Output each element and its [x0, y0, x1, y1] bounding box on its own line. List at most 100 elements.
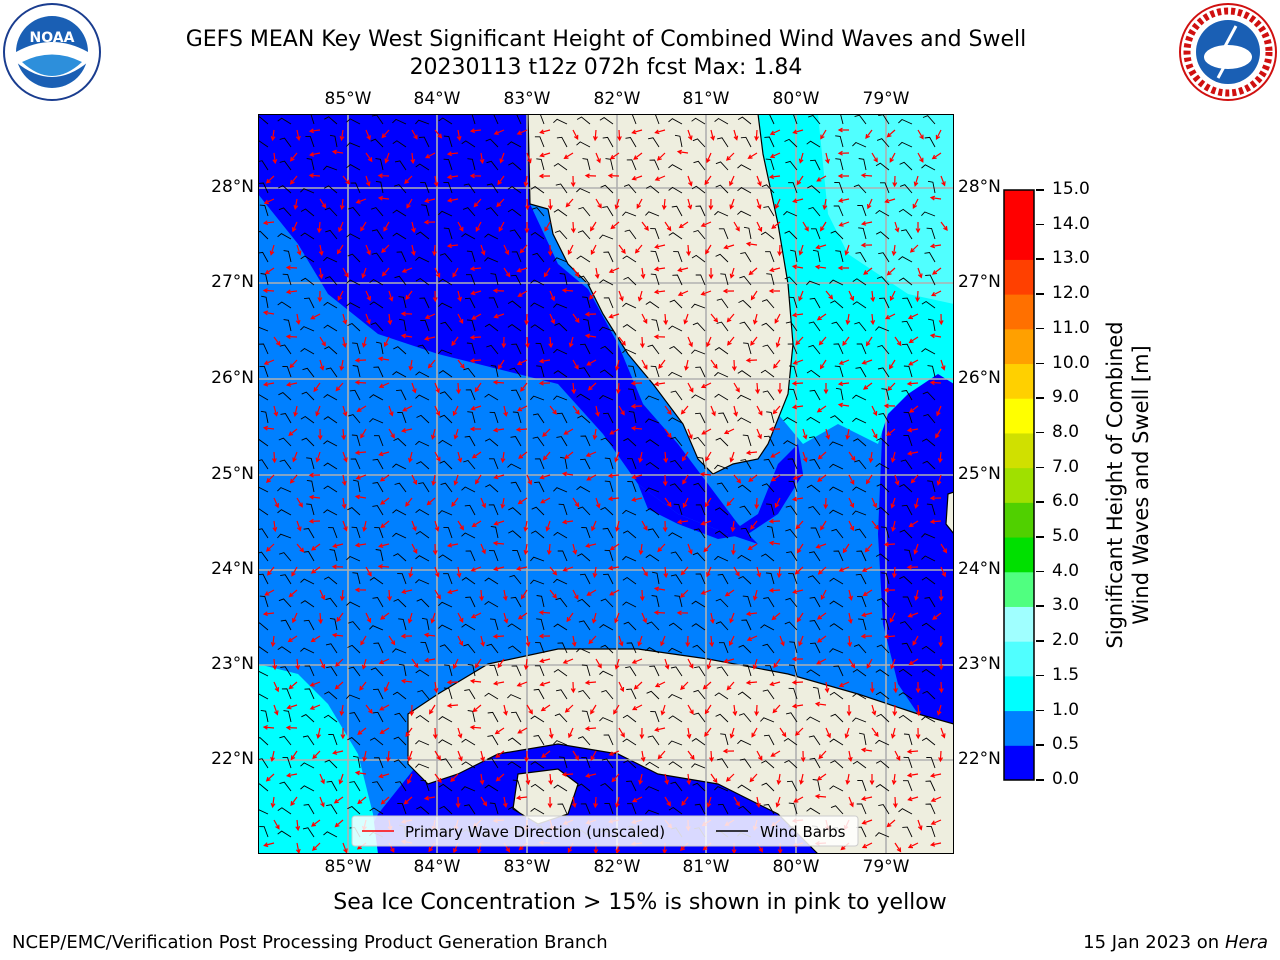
wave-direction-arrow: [681, 796, 689, 806]
wind-barb: [530, 186, 545, 194]
wave-direction-arrow: [630, 425, 643, 431]
wave-direction-arrow: [847, 750, 853, 763]
wind-barb: [300, 208, 315, 217]
wind-barb: [484, 233, 499, 240]
wind-barb: [716, 482, 729, 493]
wave-direction-arrow: [871, 497, 877, 509]
wind-barb: [785, 597, 798, 608]
wind-barb: [415, 669, 430, 677]
wind-barb: [583, 318, 591, 332]
wave-direction-arrow: [475, 221, 482, 233]
wave-direction-arrow: [319, 198, 327, 209]
wind-barb: [415, 714, 430, 723]
wind-barb: [716, 666, 729, 677]
wind-barb: [536, 595, 545, 608]
wave-direction-arrow: [571, 635, 577, 648]
wave-direction-arrow: [868, 451, 874, 464]
wave-direction-arrow: [777, 382, 783, 395]
wave-direction-arrow: [653, 289, 666, 295]
wind-barb: [784, 759, 798, 769]
wave-direction-arrow: [871, 520, 879, 530]
wind-barb: [258, 116, 269, 125]
wind-barb: [259, 595, 269, 608]
wave-direction-arrow: [706, 796, 712, 808]
wind-barb: [668, 164, 683, 171]
wave-direction-arrow: [525, 635, 531, 648]
wind-barb: [507, 761, 522, 769]
wave-direction-arrow: [661, 198, 667, 211]
wave-direction-arrow: [309, 704, 321, 710]
wave-direction-arrow: [293, 198, 299, 211]
wind-barb: [645, 211, 660, 217]
wind-barb: [603, 734, 614, 746]
wave-direction-arrow: [710, 359, 718, 369]
wave-direction-arrow: [883, 541, 896, 547]
wind-barb: [392, 371, 407, 378]
wave-direction-arrow: [543, 267, 551, 278]
wave-direction-arrow: [570, 175, 576, 188]
wave-direction-arrow: [733, 796, 740, 807]
wave-direction-arrow: [706, 658, 712, 670]
wind-barb: [533, 735, 545, 746]
colorbar-tick-label: 5.0: [1052, 526, 1080, 547]
wind-barb: [398, 618, 407, 631]
wind-barb: [438, 210, 453, 217]
wind-barb: [465, 550, 476, 562]
wave-direction-arrow: [938, 681, 944, 694]
wave-direction-arrow: [890, 658, 896, 670]
wave-direction-arrow: [664, 773, 669, 785]
wave-direction-arrow: [861, 842, 873, 849]
wind-barb: [924, 136, 936, 148]
wind-barb: [553, 370, 568, 378]
wave-direction-arrow: [308, 173, 321, 179]
colorbar-tick-label: 11.0: [1052, 317, 1090, 338]
wave-direction-arrow: [630, 380, 643, 386]
wave-direction-arrow: [516, 267, 528, 273]
wave-direction-arrow: [523, 543, 529, 556]
wave-direction-arrow: [862, 589, 873, 597]
wind-barb: [650, 114, 660, 125]
wind-barb: [421, 617, 430, 631]
wind-barb: [508, 162, 522, 171]
wind-barb: [471, 114, 476, 125]
wave-direction-arrow: [929, 243, 942, 249]
wind-barb: [626, 642, 637, 654]
wave-direction-arrow: [354, 450, 367, 456]
wind-barb: [789, 641, 798, 654]
wind-barb: [325, 643, 338, 654]
wave-direction-arrow: [679, 589, 689, 599]
wind-barb: [812, 249, 821, 263]
wind-barb: [463, 367, 476, 378]
longitude-label: 82°W: [593, 89, 641, 109]
wave-direction-arrow: [387, 313, 393, 326]
wind-barb: [833, 205, 844, 217]
colorbar-segment: [1004, 467, 1034, 503]
wind-barb: [714, 117, 729, 125]
wind-barb: [415, 579, 430, 585]
wind-barb: [646, 621, 660, 631]
wave-direction-arrow: [613, 704, 620, 715]
wind-barb: [576, 187, 591, 194]
wave-direction-arrow: [585, 451, 597, 457]
wind-barb: [576, 486, 591, 493]
wave-direction-arrow: [746, 635, 758, 641]
wave-direction-arrow: [723, 428, 735, 435]
wave-direction-arrow: [733, 474, 742, 484]
wind-barb: [668, 186, 683, 194]
wave-direction-arrow: [541, 750, 551, 758]
wind-barb: [852, 278, 867, 286]
wave-direction-arrow: [434, 382, 440, 394]
wave-direction-arrow: [356, 405, 367, 412]
wave-direction-arrow: [931, 290, 942, 297]
wave-direction-arrow: [517, 290, 528, 297]
wind-barb: [829, 509, 844, 516]
wave-direction-arrow: [745, 241, 758, 247]
wind-barb: [507, 737, 522, 746]
wind-barb: [464, 804, 476, 815]
wave-direction-arrow: [331, 632, 344, 638]
wind-barb: [375, 158, 384, 171]
wind-barb: [852, 717, 867, 723]
wind-barb: [277, 487, 292, 493]
wind-barb: [806, 669, 821, 677]
wave-direction-arrow: [469, 725, 482, 730]
